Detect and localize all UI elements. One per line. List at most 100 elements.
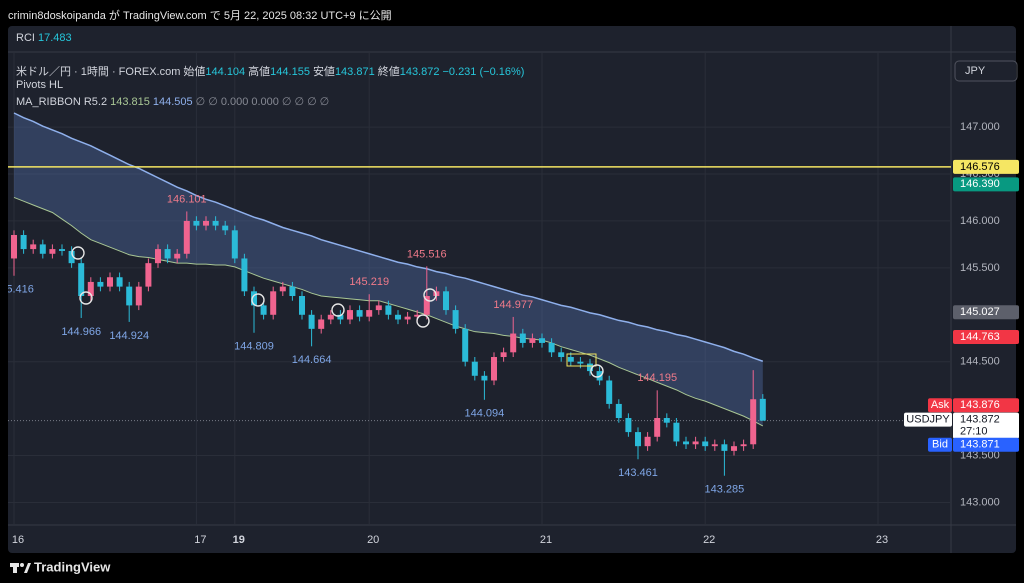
ask-tag: [928, 398, 952, 413]
pivot-label: 143.461: [618, 467, 658, 479]
ohlc-label: 安値: [312, 66, 335, 78]
x-tick-label: 23: [876, 534, 888, 546]
pivot-label: 144.924: [109, 330, 149, 342]
candle-body: [318, 319, 325, 329]
candle-body: [567, 357, 574, 362]
bid-name: Bid: [932, 439, 948, 451]
candle-body: [135, 286, 142, 306]
pivot-label: 143.285: [705, 484, 745, 496]
ohlc-label: 始値: [183, 66, 206, 78]
candle-body: [635, 432, 641, 447]
currency-box[interactable]: [954, 60, 1018, 82]
ohlc-value: 143.871: [334, 66, 375, 78]
candle-body: [337, 314, 344, 320]
ribbon-extra: 0.000: [220, 96, 249, 108]
candle-body: [49, 249, 56, 254]
candle-body: [39, 244, 46, 254]
bid-tag: [928, 437, 952, 452]
ask-price: 143.876: [960, 399, 1000, 411]
candle-body: [644, 436, 651, 447]
candle-body: [673, 422, 680, 442]
candle-body: [260, 305, 267, 315]
candle-body: [750, 399, 757, 445]
candle-body: [222, 225, 229, 231]
ribbon-extra: ∅: [208, 96, 218, 108]
candle-body: [299, 296, 305, 315]
candle-body: [308, 314, 315, 329]
x-tick-label: 19: [233, 534, 245, 546]
ribbon-extra: 0.000: [251, 96, 279, 108]
candle-body: [20, 235, 27, 250]
bid-box: [953, 437, 1019, 452]
publish-header: crimin8doskoipanda が TradingView.com で 5…: [8, 10, 392, 22]
candle-body: [78, 263, 85, 297]
candle-body: [423, 296, 430, 315]
ribbon-line: [13, 112, 764, 362]
y-tick-label: 146.000: [960, 215, 1000, 227]
pivot-label: 144.977: [493, 299, 533, 311]
candle-body: [356, 310, 363, 317]
price-label-box: [953, 177, 1019, 192]
candle-body: [577, 361, 584, 364]
ribbon-fill: [14, 113, 763, 426]
pivot-icons: [71, 246, 604, 378]
y-tick-label: 143.500: [960, 449, 1000, 461]
brand: TradingView: [34, 559, 111, 574]
candle-body: [289, 286, 296, 297]
candle-body: [462, 328, 469, 362]
symbol: 米ドル／円 · 1時間 · FOREX.com: [16, 66, 181, 78]
candle-body: [606, 380, 613, 404]
candle-body: [212, 220, 219, 226]
candle-body: [500, 352, 507, 358]
symbol-tag: [904, 412, 952, 427]
candle-body: [68, 250, 75, 264]
ribbon-extra: ∅: [319, 96, 330, 108]
candle-body: [145, 263, 152, 287]
ohlc-label: 高値: [248, 66, 271, 78]
candle-body: [702, 441, 709, 447]
price-label-box: [953, 159, 1019, 174]
candle-body: [558, 352, 565, 358]
candle-body: [731, 446, 737, 451]
rci-legend: RCI 17.483: [16, 32, 75, 44]
ribbon-extra: ∅: [294, 96, 305, 108]
y-tick-label: 144.500: [960, 356, 1000, 368]
candle-body: [548, 342, 555, 353]
countdown: 27:10: [960, 426, 988, 438]
plot-area: 145.416 144.966 144.924 146.101 144.809 144.6…: [8, 52, 951, 525]
candle-body: [231, 230, 238, 259]
candle-body: [692, 441, 699, 445]
change: −0.231 (−0.16%): [442, 66, 525, 78]
pivot-label: 146.101: [167, 193, 207, 205]
pivot-label: 145.516: [407, 248, 447, 260]
price-label: 144.763: [960, 331, 1000, 343]
ribbon-extra: ∅: [195, 96, 206, 108]
candle-body: [270, 291, 277, 315]
candle-body: [471, 361, 478, 376]
chart-panel: [8, 26, 1016, 553]
candle-body: [59, 249, 65, 251]
ribbon-value: 144.505: [152, 96, 193, 108]
ribbon-extra: ∅: [281, 96, 292, 108]
rci-value: 17.483: [37, 32, 72, 44]
candle-body: [203, 220, 209, 226]
candle-body: [164, 249, 171, 259]
last-price: 143.872: [960, 414, 1000, 426]
pivot-label: 144.966: [61, 326, 101, 338]
ribbon-value: 143.815: [110, 96, 150, 108]
candle-body: [183, 220, 190, 254]
candle-body: [491, 357, 497, 381]
candle-body: [663, 418, 670, 423]
rci-name: RCI: [16, 32, 35, 44]
x-tick-label: 17: [194, 534, 206, 546]
ohlc-legend: 米ドル／円 · 1時間 · FOREX.com 始値144.104 高値144.15…: [16, 63, 527, 79]
y-tick-label: 145.500: [960, 262, 1000, 274]
x-tick-label: 20: [367, 534, 379, 546]
candle-body: [452, 310, 459, 329]
y-tick-label: 147.000: [960, 121, 1000, 133]
candle-body: [510, 333, 517, 353]
pivot-label: 144.809: [234, 341, 274, 353]
ask-box: [953, 398, 1019, 413]
